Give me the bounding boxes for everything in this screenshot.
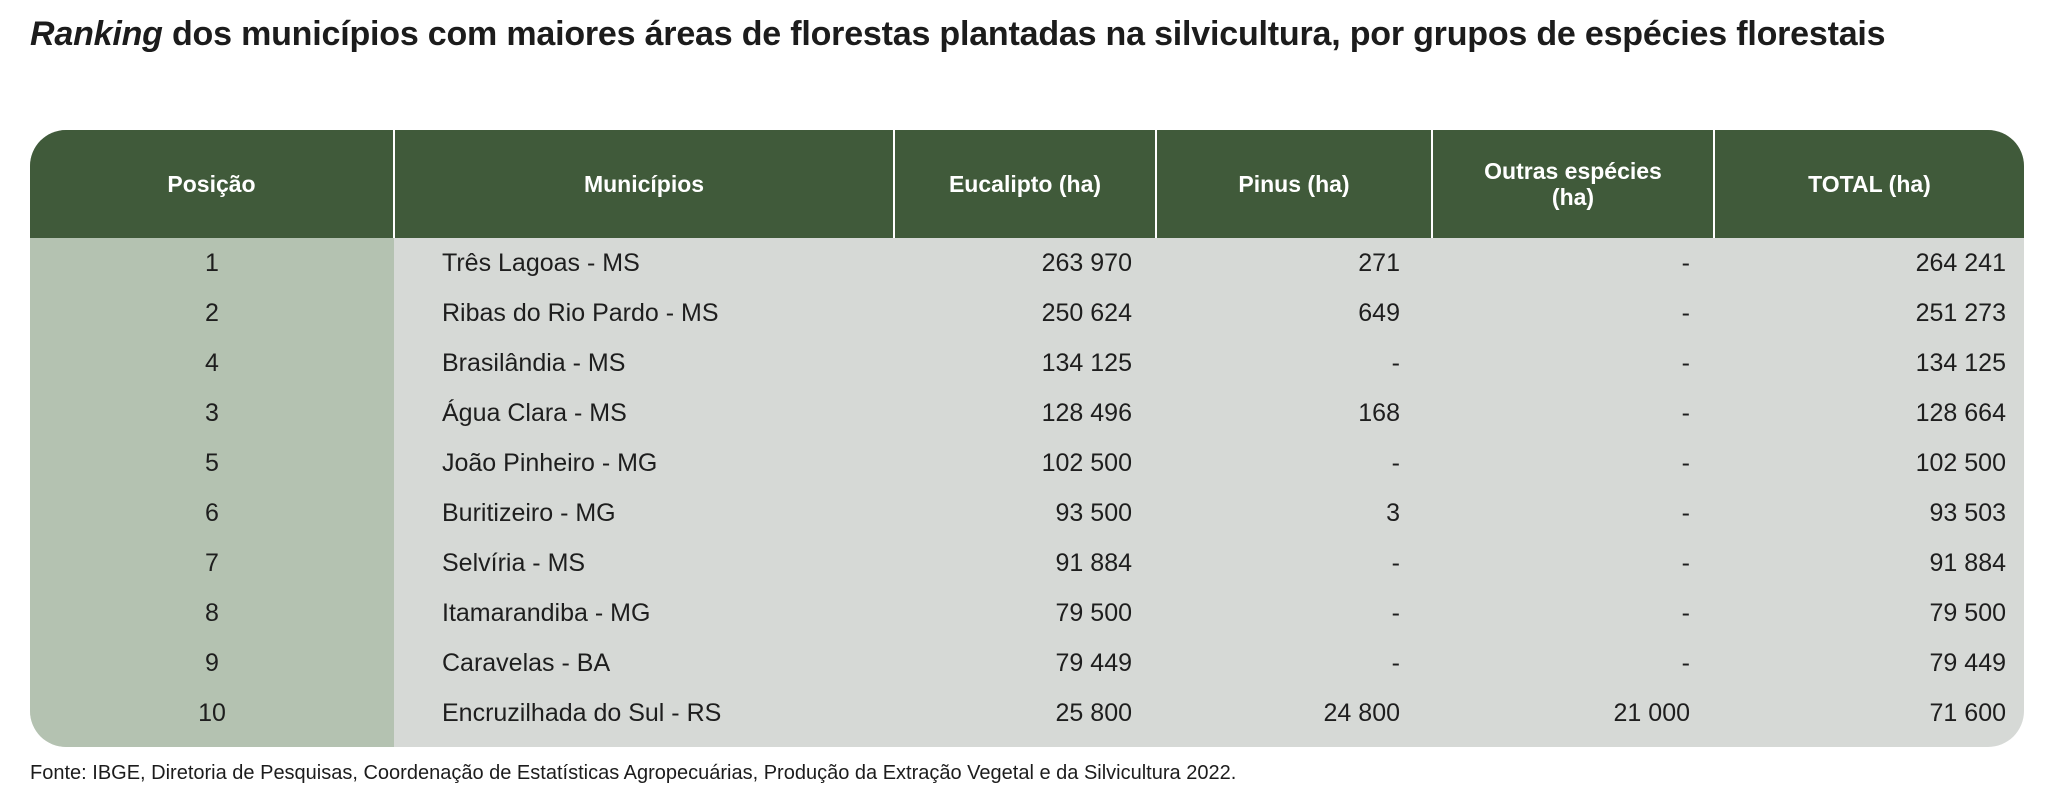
cell-pinus: 271: [1358, 248, 1400, 277]
cell-position: 8: [205, 598, 219, 627]
cell-municipality: Buritizeiro - MG: [442, 498, 616, 527]
cell-eucalyptus: 91 884: [1055, 548, 1132, 577]
cell-municipality: Caravelas - BA: [442, 648, 611, 677]
table-row: 1 Três Lagoas - MS 263 970 271 - 264 241: [30, 238, 2024, 288]
cell-eucalyptus: 128 496: [1041, 398, 1132, 427]
header-other-line2: (ha): [1551, 184, 1595, 210]
cell-other: 21 000: [1613, 698, 1690, 727]
cell-other: -: [1681, 598, 1690, 627]
cell-eucalyptus: 25 800: [1055, 698, 1132, 727]
cell-position: 5: [205, 448, 219, 477]
header-eucalyptus: Eucalipto (ha): [893, 130, 1156, 238]
cell-total: 134 125: [1915, 348, 2006, 377]
table-row: 6 Buritizeiro - MG 93 500 3 - 93 503: [30, 488, 2024, 538]
cell-municipality: Itamarandiba - MG: [442, 598, 651, 627]
cell-total: 91 884: [1929, 548, 2006, 577]
table-row: 4 Brasilândia - MS 134 125 - - 134 125: [30, 338, 2024, 388]
cell-other: -: [1681, 348, 1690, 377]
table-header: Posição Municípios Eucalipto (ha) Pinus …: [30, 130, 2024, 238]
cell-eucalyptus: 79 449: [1055, 648, 1132, 677]
cell-pinus: 24 800: [1323, 698, 1400, 727]
cell-pinus: -: [1391, 448, 1400, 477]
cell-pinus: 168: [1358, 398, 1400, 427]
cell-pinus: 649: [1358, 298, 1400, 327]
ranking-table: Posição Municípios Eucalipto (ha) Pinus …: [30, 130, 2024, 738]
cell-position: 3: [205, 398, 219, 427]
table-body: 1 Três Lagoas - MS 263 970 271 - 264 241…: [30, 238, 2024, 738]
cell-municipality: Brasilândia - MS: [442, 348, 626, 377]
cell-other: -: [1681, 298, 1690, 327]
cell-eucalyptus: 79 500: [1055, 598, 1132, 627]
cell-position: 1: [205, 248, 219, 277]
cell-municipality: Encruzilhada do Sul - RS: [442, 698, 722, 727]
cell-total: 79 449: [1929, 648, 2006, 677]
cell-total: 251 273: [1915, 298, 2006, 327]
cell-total: 102 500: [1915, 448, 2006, 477]
cell-other: -: [1681, 498, 1690, 527]
cell-eucalyptus: 93 500: [1055, 498, 1132, 527]
header-position: Posição: [30, 130, 394, 238]
cell-eucalyptus: 250 624: [1041, 298, 1132, 327]
table-row: 2 Ribas do Rio Pardo - MS 250 624 649 - …: [30, 288, 2024, 338]
table-row: 9 Caravelas - BA 79 449 - - 79 449: [30, 638, 2024, 688]
cell-eucalyptus: 102 500: [1041, 448, 1132, 477]
cell-municipality: Água Clara - MS: [442, 398, 627, 427]
cell-position: 4: [205, 348, 219, 377]
table-row: 7 Selvíria - MS 91 884 - - 91 884: [30, 538, 2024, 588]
cell-pinus: 3: [1386, 498, 1400, 527]
cell-other: -: [1681, 548, 1690, 577]
cell-other: -: [1681, 648, 1690, 677]
cell-other: -: [1681, 398, 1690, 427]
cell-total: 79 500: [1929, 598, 2006, 627]
cell-pinus: -: [1391, 548, 1400, 577]
cell-position: 10: [198, 698, 226, 727]
table-row: 10 Encruzilhada do Sul - RS 25 800 24 80…: [30, 688, 2024, 738]
cell-municipality: Ribas do Rio Pardo - MS: [442, 298, 719, 327]
table-row: 8 Itamarandiba - MG 79 500 - - 79 500: [30, 588, 2024, 638]
header-other-line1: Outras espécies: [1484, 158, 1662, 184]
table-header-row: Posição Municípios Eucalipto (ha) Pinus …: [30, 130, 2024, 238]
cell-position: 2: [205, 298, 219, 327]
source-note: Fonte: IBGE, Diretoria de Pesquisas, Coo…: [30, 762, 1237, 784]
header-municipality: Municípios: [393, 130, 894, 238]
cell-total: 128 664: [1915, 398, 2006, 427]
page-title: Ranking dos municípios com maiores áreas…: [30, 14, 2010, 54]
cell-position: 6: [205, 498, 219, 527]
header-total: TOTAL (ha): [1713, 130, 2024, 238]
ranking-table-card: Posição Municípios Eucalipto (ha) Pinus …: [30, 130, 2024, 747]
cell-position: 7: [205, 548, 219, 577]
cell-total: 93 503: [1929, 498, 2006, 527]
cell-municipality: Selvíria - MS: [442, 548, 586, 577]
cell-other: -: [1681, 248, 1690, 277]
cell-municipality: João Pinheiro - MG: [442, 448, 658, 477]
cell-total: 264 241: [1915, 248, 2006, 277]
title-italic: Ranking: [30, 15, 163, 53]
cell-municipality: Três Lagoas - MS: [442, 248, 640, 277]
title-rest: dos municípios com maiores áreas de flor…: [162, 15, 1886, 53]
header-pinus: Pinus (ha): [1155, 130, 1432, 238]
cell-pinus: -: [1391, 648, 1400, 677]
cell-pinus: -: [1391, 598, 1400, 627]
cell-total: 71 600: [1929, 698, 2006, 727]
cell-pinus: -: [1391, 348, 1400, 377]
cell-eucalyptus: 134 125: [1041, 348, 1132, 377]
cell-other: -: [1681, 448, 1690, 477]
cell-eucalyptus: 263 970: [1041, 248, 1132, 277]
table-row: 5 João Pinheiro - MG 102 500 - - 102 500: [30, 438, 2024, 488]
header-other-species: Outras espécies (ha): [1431, 130, 1714, 238]
table-row: 3 Água Clara - MS 128 496 168 - 128 664: [30, 388, 2024, 438]
cell-position: 9: [205, 648, 219, 677]
